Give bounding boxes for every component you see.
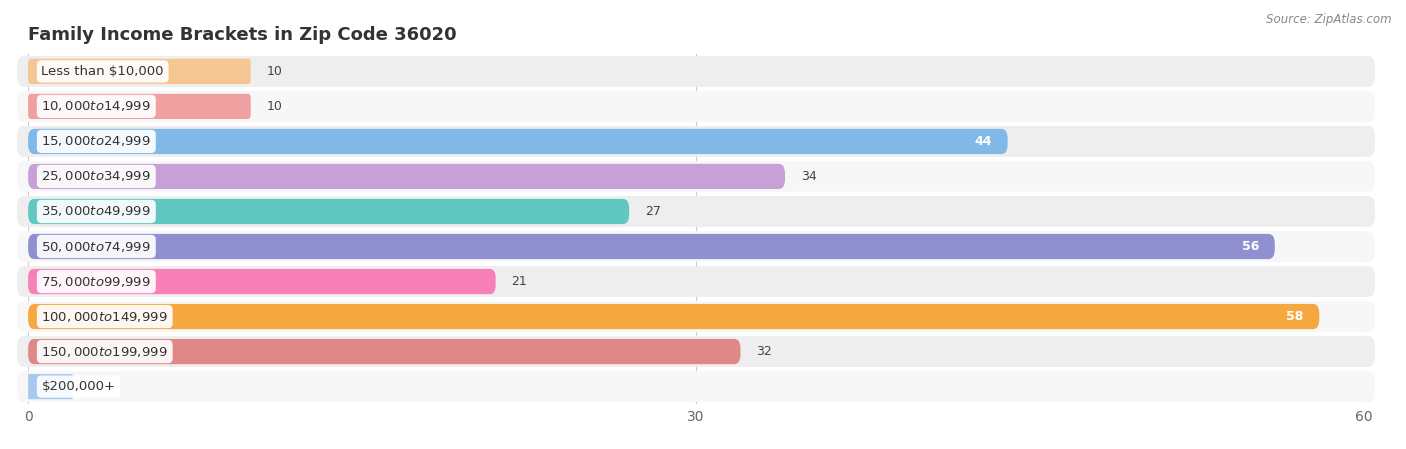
FancyBboxPatch shape xyxy=(28,94,250,119)
FancyBboxPatch shape xyxy=(28,234,1275,259)
Text: Family Income Brackets in Zip Code 36020: Family Income Brackets in Zip Code 36020 xyxy=(28,26,457,44)
Text: $75,000 to $99,999: $75,000 to $99,999 xyxy=(42,274,152,289)
FancyBboxPatch shape xyxy=(28,374,73,399)
FancyBboxPatch shape xyxy=(17,126,1375,157)
FancyBboxPatch shape xyxy=(28,304,1319,329)
Text: $200,000+: $200,000+ xyxy=(42,380,115,393)
FancyBboxPatch shape xyxy=(17,196,1375,227)
FancyBboxPatch shape xyxy=(17,56,1375,87)
Text: $15,000 to $24,999: $15,000 to $24,999 xyxy=(42,134,152,149)
Text: $25,000 to $34,999: $25,000 to $34,999 xyxy=(42,169,152,184)
Text: 10: 10 xyxy=(266,100,283,113)
Text: $10,000 to $14,999: $10,000 to $14,999 xyxy=(42,99,152,114)
FancyBboxPatch shape xyxy=(28,199,630,224)
Text: $100,000 to $149,999: $100,000 to $149,999 xyxy=(42,309,167,324)
FancyBboxPatch shape xyxy=(17,231,1375,262)
FancyBboxPatch shape xyxy=(28,339,741,364)
FancyBboxPatch shape xyxy=(28,59,250,84)
FancyBboxPatch shape xyxy=(17,301,1375,332)
Text: 10: 10 xyxy=(266,65,283,78)
FancyBboxPatch shape xyxy=(17,336,1375,367)
FancyBboxPatch shape xyxy=(28,269,496,294)
FancyBboxPatch shape xyxy=(17,161,1375,192)
Text: $35,000 to $49,999: $35,000 to $49,999 xyxy=(42,204,152,219)
Text: 56: 56 xyxy=(1241,240,1260,253)
FancyBboxPatch shape xyxy=(17,371,1375,402)
Text: 58: 58 xyxy=(1286,310,1303,323)
Text: 32: 32 xyxy=(756,345,772,358)
Text: 34: 34 xyxy=(800,170,817,183)
Text: Source: ZipAtlas.com: Source: ZipAtlas.com xyxy=(1267,13,1392,26)
Text: 2: 2 xyxy=(89,380,96,393)
Text: 27: 27 xyxy=(645,205,661,218)
FancyBboxPatch shape xyxy=(17,266,1375,297)
FancyBboxPatch shape xyxy=(28,164,785,189)
Text: Less than $10,000: Less than $10,000 xyxy=(42,65,165,78)
Text: $50,000 to $74,999: $50,000 to $74,999 xyxy=(42,239,152,254)
FancyBboxPatch shape xyxy=(28,129,1008,154)
Text: $150,000 to $199,999: $150,000 to $199,999 xyxy=(42,344,167,359)
FancyBboxPatch shape xyxy=(17,91,1375,122)
Text: 44: 44 xyxy=(974,135,993,148)
Text: 21: 21 xyxy=(512,275,527,288)
